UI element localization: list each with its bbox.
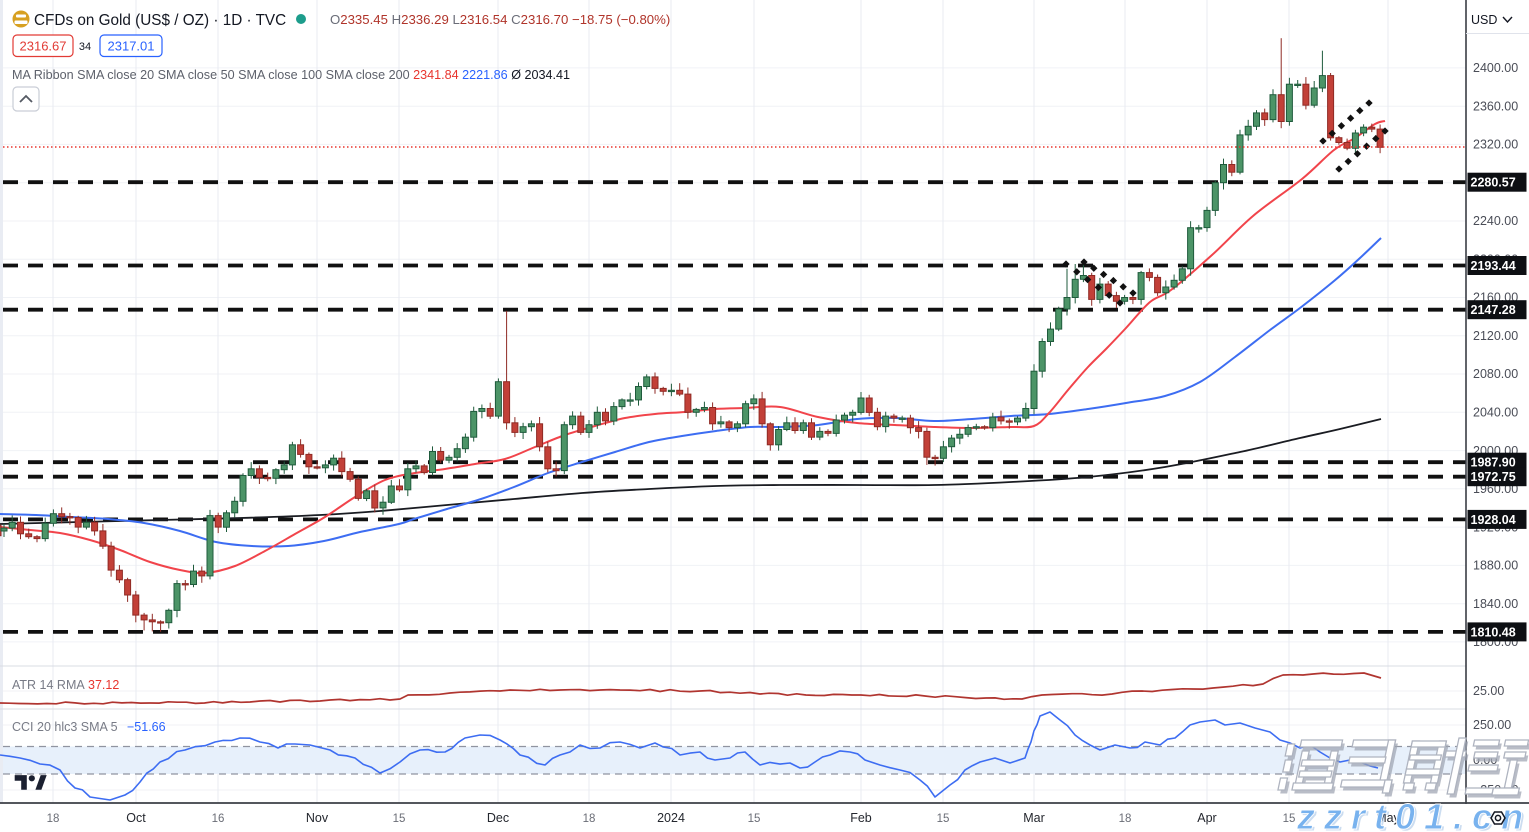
svg-text:Dec: Dec [487, 811, 509, 825]
svg-text:18: 18 [583, 813, 596, 825]
svg-text:2316.67: 2316.67 [20, 39, 67, 54]
svg-text:37.12: 37.12 [88, 678, 119, 692]
svg-text:1972.75: 1972.75 [1471, 470, 1516, 484]
svg-text:Feb: Feb [850, 811, 872, 825]
svg-text:15: 15 [937, 813, 950, 825]
svg-text:O2335.45 H2336.29 L2316.54 C23: O2335.45 H2336.29 L2316.54 C2316.70 −18.… [330, 12, 670, 27]
svg-text:MA Ribbon SMA close 20 SMA clo: MA Ribbon SMA close 20 SMA close 50 SMA … [12, 68, 570, 82]
svg-text:2080.00: 2080.00 [1473, 367, 1518, 381]
svg-text:2024: 2024 [657, 811, 685, 825]
svg-text:34: 34 [79, 41, 91, 53]
svg-text:2040.00: 2040.00 [1473, 406, 1518, 420]
svg-text:2317.01: 2317.01 [108, 39, 155, 54]
svg-text:18: 18 [1119, 813, 1132, 825]
svg-text:1928.04: 1928.04 [1471, 513, 1516, 527]
svg-text:1880.00: 1880.00 [1473, 559, 1518, 573]
svg-text:25.00: 25.00 [1473, 684, 1504, 698]
svg-text:18: 18 [47, 813, 60, 825]
svg-text:2193.44: 2193.44 [1471, 259, 1516, 273]
svg-text:1840.00: 1840.00 [1473, 597, 1518, 611]
svg-text:2320.00: 2320.00 [1473, 138, 1518, 152]
svg-text:15: 15 [1283, 813, 1296, 825]
svg-text:zzrt01.cn: zzrt01.cn [1298, 798, 1529, 832]
svg-text:15: 15 [393, 813, 406, 825]
svg-text:2240.00: 2240.00 [1473, 214, 1518, 228]
svg-text:Mar: Mar [1023, 811, 1045, 825]
svg-text:ATR 14 RMA: ATR 14 RMA [12, 678, 85, 692]
svg-text:zzrt01.cn: zzrt01.cn [1296, 796, 1529, 832]
svg-text:−51.66: −51.66 [127, 720, 166, 734]
svg-text:Nov: Nov [306, 811, 329, 825]
svg-text:15: 15 [748, 813, 761, 825]
svg-text:1987.90: 1987.90 [1471, 456, 1516, 470]
svg-text:1810.48: 1810.48 [1471, 625, 1516, 639]
svg-text:2400.00: 2400.00 [1473, 61, 1518, 75]
svg-text:Oct: Oct [126, 811, 146, 825]
svg-text:CCI 20 hlc3 SMA 5: CCI 20 hlc3 SMA 5 [12, 720, 118, 734]
svg-text:CFDs on Gold (US$ / OZ) · 1D ·: CFDs on Gold (US$ / OZ) · 1D · TVC [34, 12, 286, 29]
svg-text:Apr: Apr [1197, 811, 1216, 825]
svg-text:2147.28: 2147.28 [1471, 303, 1516, 317]
svg-text:250.00: 250.00 [1473, 718, 1511, 732]
svg-text:USD: USD [1471, 13, 1497, 27]
svg-text:2120.00: 2120.00 [1473, 329, 1518, 343]
svg-text:16: 16 [212, 813, 225, 825]
svg-text:2280.57: 2280.57 [1471, 176, 1516, 190]
svg-text:May: May [1376, 811, 1400, 825]
svg-text:2360.00: 2360.00 [1473, 99, 1518, 113]
